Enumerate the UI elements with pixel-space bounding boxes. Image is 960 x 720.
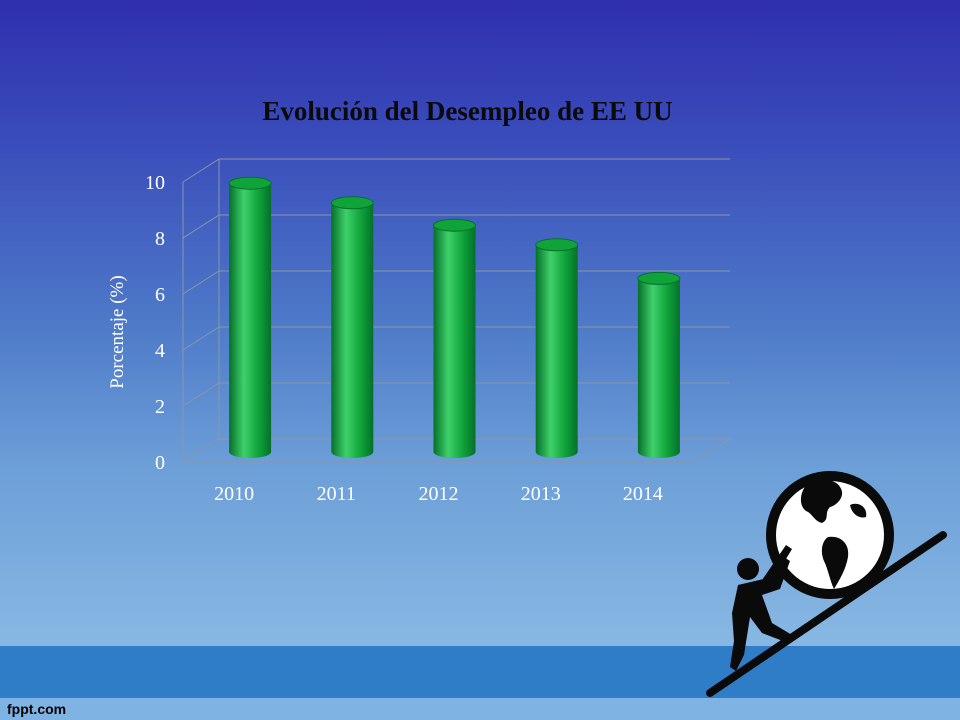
bottom-band (0, 646, 960, 698)
floor-right-edge (693, 438, 731, 463)
bar (535, 244, 578, 458)
gridline-side (182, 326, 220, 351)
bar (229, 183, 272, 458)
gridline-side (182, 382, 220, 407)
y-tick-label: 8 (155, 228, 165, 250)
gridline-side (182, 158, 220, 183)
x-tick-label: 2011 (317, 483, 356, 505)
person-pushing-globe-icon (706, 471, 947, 697)
bar (331, 202, 374, 458)
gridline-side (182, 438, 220, 463)
bar-top (637, 271, 681, 285)
x-tick-label: 2013 (521, 483, 561, 505)
y-tick-label: 10 (145, 172, 165, 194)
y-tick-label: 6 (155, 284, 165, 306)
y-tick-label: 2 (155, 396, 165, 418)
gridline-side (182, 270, 220, 295)
bar-top (228, 176, 272, 190)
y-tick-label: 0 (155, 452, 165, 474)
gridline-side (182, 214, 220, 239)
bar-top (535, 238, 579, 252)
chart-title: Evolución del Desempleo de EE UU (262, 96, 673, 126)
footer-bar (0, 698, 960, 720)
x-tick-label: 2010 (214, 483, 254, 505)
bar (637, 278, 680, 458)
bar-top (330, 196, 374, 210)
x-tick-label: 2014 (623, 483, 663, 505)
y-tick-label: 4 (155, 340, 165, 362)
bar-top (433, 218, 476, 232)
footer-brand: fppt.com (7, 701, 67, 717)
x-tick-label: 2012 (419, 483, 459, 505)
bar (433, 225, 476, 458)
